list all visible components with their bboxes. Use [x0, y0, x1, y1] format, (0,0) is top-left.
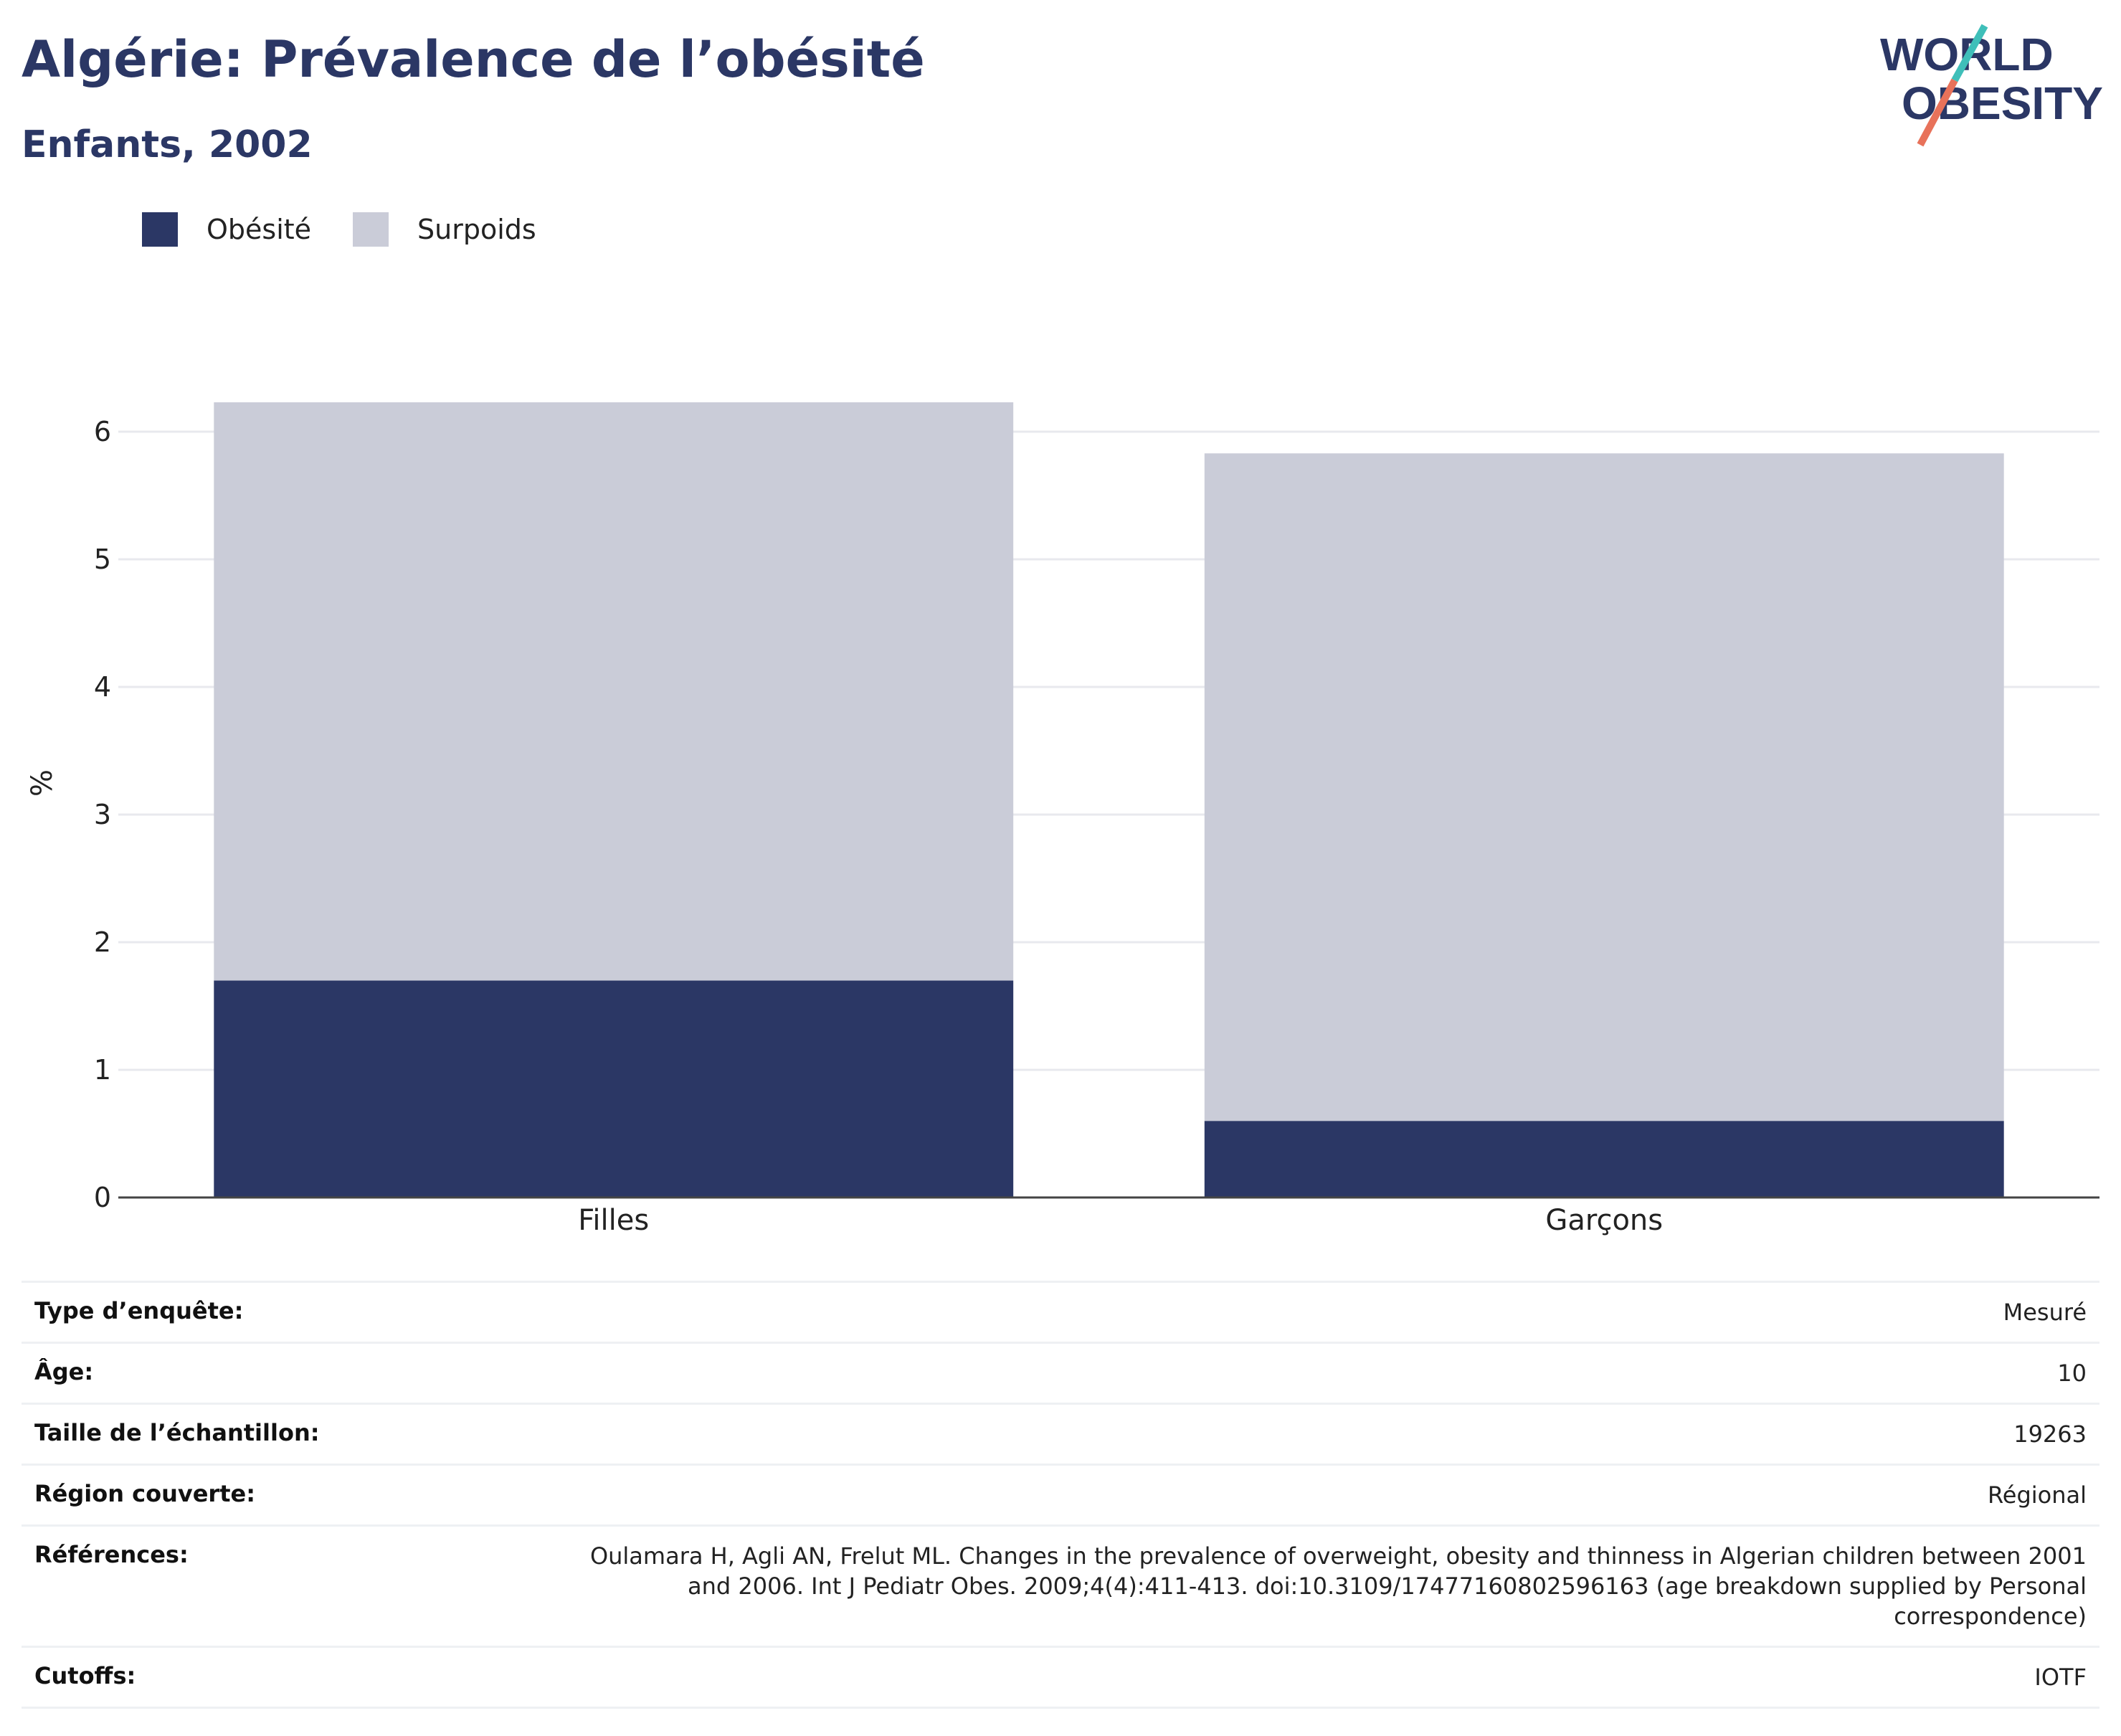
- chart-subtitle: Enfants, 2002: [22, 123, 313, 166]
- legend-label-obesite: Obésité: [207, 214, 312, 245]
- legend-swatch-surpoids: [353, 212, 389, 247]
- legend-label-surpoids: Surpoids: [417, 214, 536, 245]
- info-value: Oulamara H, Agli AN, Frelut ML. Changes …: [589, 1542, 2087, 1630]
- legend-item-obesite[interactable]: Obésité: [142, 212, 311, 247]
- info-row-age: Âge: 10: [22, 1342, 2099, 1404]
- info-key: Région couverte:: [34, 1480, 255, 1507]
- bar-obesite: [1204, 1121, 2004, 1197]
- info-key: Références:: [34, 1541, 189, 1568]
- info-row-sample-size: Taille de l’échantillon: 19263: [22, 1403, 2099, 1465]
- bar-surpoids: [214, 402, 1014, 981]
- bar-obesite: [214, 980, 1014, 1197]
- world-obesity-logo: WORLD OBESITY: [1880, 24, 2103, 147]
- info-key: Taille de l’échantillon:: [34, 1419, 320, 1446]
- y-tick-label: 6: [94, 416, 111, 447]
- logo-teal-slash: [1951, 24, 1988, 82]
- y-tick-label: 1: [94, 1054, 111, 1086]
- legend-swatch-obesite: [142, 212, 178, 247]
- info-value: 10: [2057, 1360, 2087, 1387]
- logo-coral-slash: [1917, 78, 1958, 147]
- chart-title: Algérie: Prévalence de l’obésité: [22, 30, 925, 89]
- info-row-survey-type: Type d’enquête: Mesuré: [22, 1281, 2099, 1343]
- info-row-references: Références: Oulamara H, Agli AN, Frelut …: [22, 1525, 2099, 1647]
- legend-item-surpoids[interactable]: Surpoids: [353, 212, 536, 247]
- y-tick-label: 2: [94, 926, 111, 958]
- info-row-cutoffs: Cutoffs: IOTF: [22, 1646, 2099, 1708]
- stacked-bar-chart: 0 1 2 3 4 5 6% Filles Garçons: [26, 402, 2099, 1237]
- x-tick-label: Garçons: [1545, 1204, 1663, 1237]
- chart-legend: Obésité Surpoids: [142, 212, 578, 247]
- y-tick-label: 5: [94, 544, 111, 575]
- survey-info-table: Type d’enquête: Mesuré Âge: 10 Taille de…: [22, 1281, 2099, 1709]
- bar-surpoids: [1204, 453, 2004, 1121]
- info-row-region: Région couverte: Régional: [22, 1464, 2099, 1526]
- info-value: IOTF: [2034, 1664, 2087, 1691]
- y-axis-title: %: [26, 769, 59, 797]
- info-value: Mesuré: [2003, 1299, 2087, 1326]
- info-value: 19263: [2013, 1420, 2087, 1448]
- y-tick-label: 3: [94, 799, 111, 830]
- info-key: Cutoffs:: [34, 1662, 136, 1689]
- x-tick-label: Filles: [578, 1204, 649, 1237]
- info-key: Type d’enquête:: [34, 1297, 244, 1324]
- y-tick-label: 0: [94, 1182, 111, 1213]
- info-value: Régional: [1987, 1481, 2087, 1509]
- info-key: Âge:: [34, 1358, 94, 1385]
- y-tick-label: 4: [94, 671, 111, 703]
